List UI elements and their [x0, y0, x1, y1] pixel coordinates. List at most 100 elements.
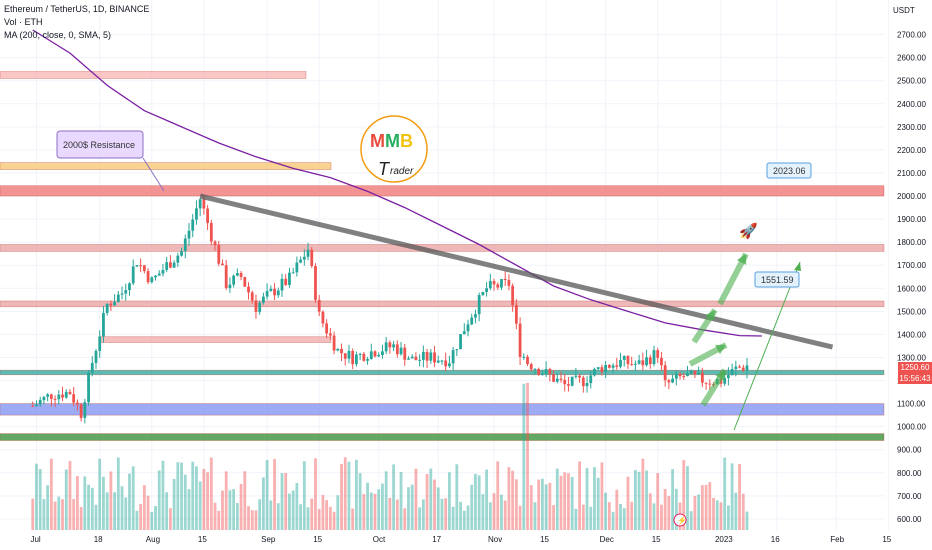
volume-bar: [611, 511, 615, 530]
volume-bar: [355, 459, 358, 530]
price-tick-label: 2400.00: [897, 100, 926, 109]
price-tick-label: 1700.00: [897, 261, 926, 270]
candle-body: [492, 281, 496, 285]
candle-body: [362, 353, 366, 361]
volume-bar: [619, 503, 622, 530]
candle-body: [131, 266, 135, 284]
volume-bar: [72, 499, 76, 530]
candle-body: [559, 378, 563, 380]
volume-bar: [358, 473, 362, 530]
candle-body: [615, 365, 619, 367]
volume-bar: [165, 492, 169, 530]
volume-bar: [462, 510, 466, 530]
arrow-thin-head: [794, 262, 801, 271]
volume-bar: [615, 489, 619, 530]
volume-bar: [83, 476, 87, 530]
volume-bar: [288, 493, 291, 530]
candle-body: [206, 208, 209, 223]
volume-bar: [514, 479, 518, 530]
annotations: 2000$ Resistance 2023.06 1551.59 MMB T rader ⚡: [56, 115, 812, 527]
zone-4: [0, 300, 885, 308]
volume-bar: [239, 483, 243, 530]
volume-bar: [448, 472, 451, 530]
candle-body: [57, 394, 61, 400]
volume-bar: [116, 457, 120, 530]
time-tick-label: 16: [771, 535, 780, 544]
volume-bar: [436, 487, 440, 530]
candle-body: [414, 356, 418, 361]
volume-bar: [477, 475, 481, 530]
volume-bar: [161, 460, 165, 530]
volume-bar: [585, 467, 589, 530]
price-tick-label: 2700.00: [897, 31, 926, 40]
candle-body: [526, 356, 529, 365]
volume-bar: [418, 507, 422, 530]
volume-bar: [128, 473, 131, 530]
candle-body: [462, 331, 466, 335]
time-tick-label: Aug: [146, 535, 160, 544]
volume-bar: [674, 488, 678, 530]
label-top-box: [766, 162, 812, 179]
volume-bar: [686, 466, 689, 530]
candle-body: [660, 357, 663, 366]
candle-body: [250, 292, 254, 301]
candle-body: [38, 400, 42, 405]
volume-bar: [548, 482, 552, 530]
price-tick-label: 800.00: [897, 469, 922, 478]
volume-bar: [559, 475, 563, 530]
candle-body: [258, 302, 262, 312]
resistance-callout: [56, 130, 144, 159]
candle-body: [332, 335, 336, 351]
volume-legend[interactable]: Vol · ETH: [4, 17, 43, 27]
candle-body: [496, 284, 500, 288]
candle-body: [544, 368, 548, 374]
candle-body: [574, 375, 578, 377]
candle-body: [477, 295, 481, 315]
label-mid-box: [754, 271, 800, 288]
volume-bar: [466, 505, 470, 530]
candle-body: [213, 241, 217, 246]
ma-legend[interactable]: MA (200, close, 0, SMA, 5): [4, 30, 112, 40]
volume-bar: [276, 503, 280, 530]
candle-body: [72, 394, 76, 403]
candle-body: [548, 368, 552, 375]
volume-bar: [68, 461, 72, 530]
time-tick-label: Sep: [261, 535, 276, 544]
volume-bar: [660, 504, 663, 530]
volume-bar: [206, 472, 209, 530]
candle-body: [325, 323, 329, 334]
candle-body: [678, 373, 682, 377]
volume-bar: [500, 494, 503, 530]
candle-body: [626, 356, 630, 365]
zone-0: [0, 71, 307, 79]
volume-bar: [697, 494, 701, 530]
volume-bar: [169, 508, 172, 530]
volume-bar: [381, 483, 384, 530]
candle-body: [500, 279, 503, 288]
candle-body: [448, 363, 451, 367]
candle-body: [541, 373, 544, 375]
volume-bar: [492, 493, 496, 530]
arrow-thin: [733, 261, 801, 431]
label-mid-text: 1551.59: [761, 275, 794, 285]
volume-bar: [719, 502, 723, 530]
symbol-title[interactable]: Ethereum / TetherUS, 1D, BINANCE: [4, 4, 150, 14]
volume-bar: [578, 461, 581, 530]
arrow-3-head: [715, 370, 725, 381]
candle-body: [421, 351, 425, 360]
candle-body: [35, 404, 38, 407]
currency-label[interactable]: USDT: [893, 6, 915, 15]
volume-bar: [689, 511, 693, 530]
volume-bar: [113, 492, 116, 530]
volume-bar: [299, 504, 302, 530]
candle-body: [704, 382, 708, 384]
candle-body: [254, 300, 258, 312]
candle-body: [198, 199, 202, 209]
price-tick-label: 2000.00: [897, 192, 926, 201]
candle-body: [336, 348, 340, 351]
candle-body: [142, 265, 146, 272]
volume-bar: [440, 498, 444, 530]
candle-body: [183, 238, 187, 252]
time-tick-label: 15: [652, 535, 661, 544]
volume-bar: [596, 477, 600, 530]
